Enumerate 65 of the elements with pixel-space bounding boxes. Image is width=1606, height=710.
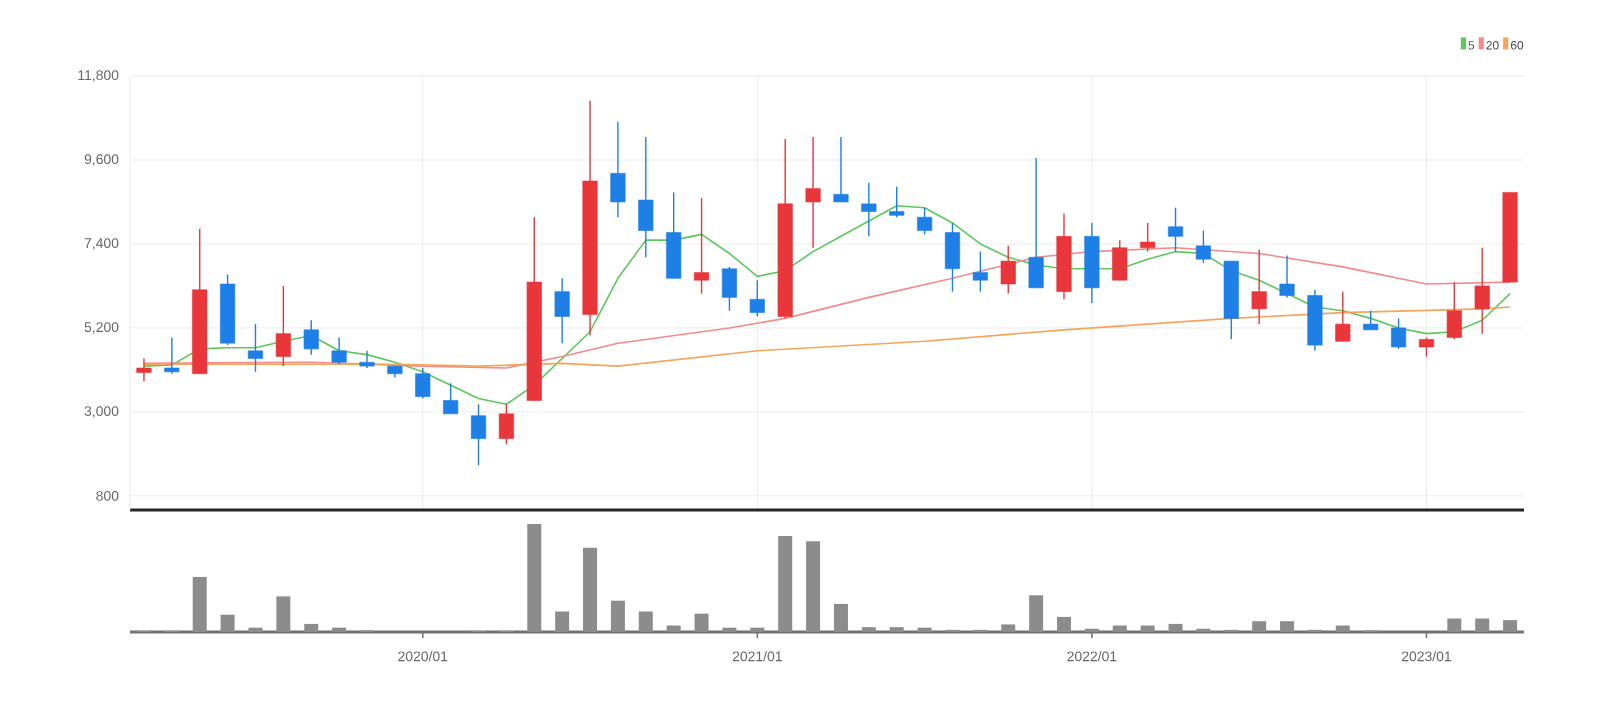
candlestick xyxy=(498,403,514,446)
bar xyxy=(1252,621,1267,632)
candlestick xyxy=(1195,229,1211,264)
bar xyxy=(610,600,625,632)
candlestick xyxy=(443,382,459,415)
candlestick xyxy=(1028,157,1044,289)
candlestick xyxy=(1363,310,1379,331)
bar xyxy=(1280,621,1295,632)
candlestick xyxy=(721,266,737,312)
candlestick xyxy=(359,350,375,369)
bar xyxy=(1475,618,1490,632)
bar xyxy=(1001,624,1016,632)
bar xyxy=(638,611,653,632)
bar xyxy=(1168,623,1183,632)
candlestick xyxy=(554,277,570,344)
bar xyxy=(778,535,793,632)
candlestick xyxy=(694,197,710,295)
candlestick xyxy=(805,136,821,249)
candlestick xyxy=(1000,245,1016,295)
candlestick xyxy=(917,206,933,236)
bar xyxy=(304,623,319,632)
candlestick xyxy=(749,279,765,318)
candlestick xyxy=(1446,281,1462,341)
bar xyxy=(276,596,291,632)
candlestick xyxy=(1279,254,1295,299)
bar xyxy=(555,611,570,632)
candlestick xyxy=(303,319,319,356)
candlestick xyxy=(1474,247,1490,335)
bar xyxy=(694,613,709,632)
candlestick xyxy=(247,323,264,373)
bar xyxy=(833,603,848,632)
bar xyxy=(527,524,542,632)
bar xyxy=(1447,618,1462,632)
candlestick xyxy=(610,121,626,218)
candlestick xyxy=(164,336,180,375)
bar xyxy=(1140,625,1155,632)
candlestick xyxy=(972,250,988,293)
candlestick xyxy=(666,191,682,279)
candlestick xyxy=(833,136,849,203)
bar xyxy=(666,625,681,632)
bar xyxy=(1112,625,1127,632)
candlestick xyxy=(1391,317,1407,350)
candlestick xyxy=(889,185,905,218)
bar xyxy=(1029,595,1044,632)
bar xyxy=(1503,620,1518,632)
candlestick xyxy=(1251,248,1267,325)
candlestick xyxy=(136,357,152,383)
candlestick xyxy=(275,285,291,367)
bar xyxy=(583,547,598,632)
candlestick xyxy=(1418,336,1434,358)
candlestick xyxy=(1140,222,1156,253)
candlestick xyxy=(638,136,654,258)
bar xyxy=(192,576,207,632)
candlestick xyxy=(415,367,431,400)
bar xyxy=(220,614,235,632)
bar xyxy=(1056,616,1071,632)
candlestick xyxy=(1335,290,1351,342)
candlestick xyxy=(1167,206,1184,253)
candlestick xyxy=(861,182,877,238)
candlestick xyxy=(944,222,961,293)
bar xyxy=(1335,625,1350,632)
candlestick xyxy=(1112,239,1128,281)
candlestick xyxy=(470,403,487,467)
bar xyxy=(806,541,821,632)
candlestick xyxy=(331,336,347,365)
